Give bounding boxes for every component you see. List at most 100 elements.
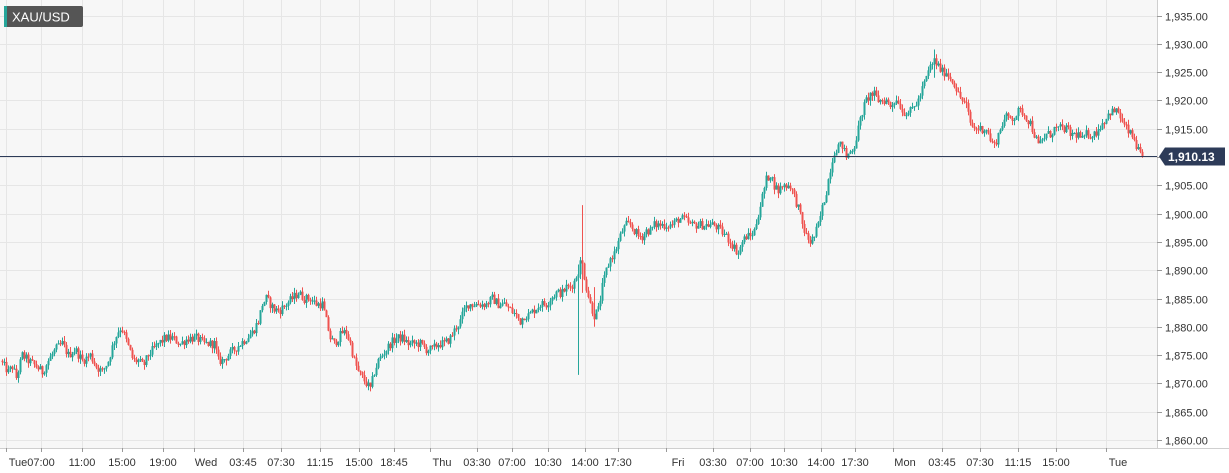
candle-body [319,303,322,309]
candle-body [803,223,806,233]
candle-body [195,333,198,336]
candle-body [669,224,672,228]
candle-body [185,339,188,346]
candle-body [883,100,886,104]
x-tick-label: 07:00 [736,457,764,469]
candle-body [703,226,706,230]
candle-body [647,229,650,235]
candle-body [1001,125,1004,130]
candle-body [839,141,842,145]
grid-lines [0,0,1157,448]
candle-body [275,308,278,312]
candle-body [207,341,210,346]
candle-body [1101,123,1104,130]
candle-body [525,319,528,321]
candle-body [761,193,764,207]
candle-body [361,372,364,376]
candle-body [131,349,134,358]
candle-body [337,342,340,346]
candle-body [653,221,656,227]
candle-body [489,296,492,305]
candle-body [759,206,762,218]
candle-body [869,92,872,101]
candle-body [679,219,682,223]
candle-body [741,242,744,247]
candle-body [515,312,518,315]
candle-body [169,334,172,340]
candle-body [85,356,88,364]
symbol-badge[interactable]: XAU/USD [4,6,83,27]
candle-body [5,361,8,373]
candle-body [81,354,84,360]
candle-body [103,368,106,370]
candle-body [709,224,712,227]
candle-body [603,275,606,283]
candle-body [781,186,784,188]
candle-body [1059,124,1062,127]
y-tick-label: 1,875.00 [1165,351,1208,363]
candle-body [373,375,376,377]
candle-body [601,282,604,301]
candle-body [183,341,186,346]
candle-body [421,340,424,344]
candle-body [219,356,222,365]
candle-body [119,330,122,333]
candle-body [987,130,990,134]
candle-body [157,343,160,345]
candle-body [611,258,614,260]
candle-body [521,318,524,325]
candle-body [967,103,970,112]
candle-body [859,117,862,126]
x-tick-label: 10:30 [534,457,562,469]
candle-body [395,338,398,343]
candle-body [403,334,406,342]
candle-body [263,301,266,306]
candle-body [697,225,700,229]
candle-body [409,342,412,346]
candle-body [621,231,624,234]
candle-body [241,341,244,346]
y-tick-label: 1,935.00 [1165,12,1208,24]
candle-body [1117,108,1120,113]
x-tick-label: 11:15 [1005,457,1032,469]
candle-body [1067,125,1070,128]
candle-body [1003,119,1006,126]
candle-body [503,302,506,304]
x-tick-label: 03:30 [699,457,727,469]
candle-body [295,292,298,299]
candle-body [885,99,888,104]
candle-body [89,353,92,357]
candle-body [675,218,678,221]
candle-body [291,296,294,300]
candle-body [881,100,884,102]
candle-body [779,186,782,194]
candle-body [413,340,416,344]
x-tick-label: 11:15 [307,457,334,469]
candle-body [821,204,824,216]
candle-body [559,289,562,297]
candle-body [35,364,38,368]
candle-body [849,151,852,154]
candle-body [701,221,704,230]
candle-body [671,224,674,226]
candle-body [335,340,338,346]
candle-body [189,336,192,342]
candle-body [981,126,984,134]
candle-body [265,294,268,302]
candle-body [595,309,598,320]
candle-body [633,228,636,235]
candle-body [539,306,542,308]
candle-body [757,217,760,225]
candle-body [1019,107,1022,109]
candle-body [925,75,928,82]
candle-body [607,266,610,268]
candle-body [995,142,998,145]
candle-body [27,354,30,364]
candle-body [161,339,164,343]
candle-body [273,304,276,312]
candle-body [911,107,914,109]
candle-body [431,345,434,347]
candle-body [289,296,292,303]
candle-body [135,358,138,363]
